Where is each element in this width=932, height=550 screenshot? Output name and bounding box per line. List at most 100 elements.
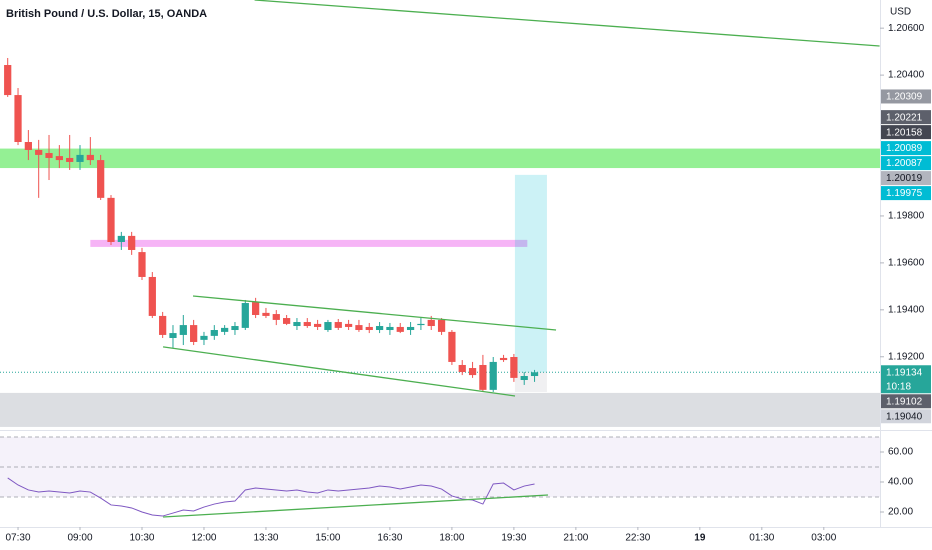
rsi-line xyxy=(7,477,535,517)
y-tick-label: 1.19600 xyxy=(888,258,925,269)
x-tick-label: 12:00 xyxy=(191,533,216,544)
candle-body xyxy=(396,326,404,332)
candle-body xyxy=(468,368,477,376)
candle-body xyxy=(138,252,146,277)
candle-body xyxy=(117,235,125,242)
candle-body xyxy=(406,326,415,331)
price-tag xyxy=(881,409,931,424)
x-tick-label: 15:00 xyxy=(315,533,340,544)
price-tag xyxy=(881,186,931,201)
candle-body xyxy=(479,364,487,390)
x-tick-label: 21:00 xyxy=(563,533,588,544)
candle-body xyxy=(24,142,32,150)
price-tag-label: 1.20309 xyxy=(886,92,923,103)
currency-label: USD xyxy=(890,7,911,18)
candle-body xyxy=(128,235,136,250)
candle-body xyxy=(200,335,208,340)
candle-body xyxy=(303,322,311,327)
x-tick-label: 16:30 xyxy=(377,533,402,544)
candle-body xyxy=(448,331,456,362)
candle-body xyxy=(344,323,353,327)
candle-body xyxy=(86,154,94,161)
candle-body xyxy=(530,372,539,377)
rsi-y-tick-label: 20.00 xyxy=(888,507,913,518)
y-tick-label: 1.19400 xyxy=(888,304,925,315)
x-tick-label: 13:30 xyxy=(253,533,278,544)
candle-body xyxy=(489,361,497,390)
price-tag-label: 1.19975 xyxy=(886,188,923,199)
candle-body xyxy=(499,357,508,361)
trend-line xyxy=(162,346,516,397)
candle-body xyxy=(45,153,53,158)
price-tag xyxy=(881,156,931,171)
candle-body xyxy=(520,376,528,381)
price-tag xyxy=(881,110,931,125)
candle-body xyxy=(148,276,156,316)
price-tag-label: 1.20158 xyxy=(886,127,923,138)
rsi-y-tick-label: 40.00 xyxy=(888,477,913,488)
x-tick-label: 09:00 xyxy=(67,533,92,544)
x-tick-label: 03:00 xyxy=(811,533,836,544)
y-tick-label: 1.19200 xyxy=(888,351,925,362)
candle-body xyxy=(231,326,239,331)
price-tag-label: 1.19102 xyxy=(886,396,923,407)
price-tag xyxy=(881,125,931,140)
y-tick-label: 1.20400 xyxy=(888,70,925,81)
candle-body xyxy=(262,312,270,316)
candle-body xyxy=(179,325,187,335)
candle-body xyxy=(324,322,332,331)
trend-line xyxy=(254,0,880,47)
price-tag xyxy=(881,89,931,104)
candle-body xyxy=(386,326,394,331)
price-tag-label: 1.20089 xyxy=(886,143,923,154)
candle-body xyxy=(4,65,12,96)
candle-body xyxy=(417,323,425,326)
y-tick-label: 1.20600 xyxy=(888,23,925,34)
x-tick-label: 19:30 xyxy=(501,533,526,544)
price-tag xyxy=(881,171,931,186)
zone-rect xyxy=(0,148,880,169)
rsi-y-tick-label: 60.00 xyxy=(888,447,913,458)
candle-body xyxy=(375,326,384,331)
candle-body xyxy=(241,303,249,328)
candle-body xyxy=(66,157,74,162)
candle-body xyxy=(510,357,518,378)
price-tag xyxy=(881,394,931,409)
zone-rect xyxy=(514,174,547,373)
candle-body xyxy=(437,319,446,332)
candle-body xyxy=(76,154,84,162)
zone-rect xyxy=(90,239,528,247)
price-tag-label: 1.20019 xyxy=(886,173,923,184)
candle-body xyxy=(293,322,301,327)
candle-body xyxy=(55,156,63,161)
candle-body xyxy=(35,149,43,155)
candle-body xyxy=(210,330,218,336)
trend-line xyxy=(192,295,557,331)
price-tag-label: 1.20221 xyxy=(886,112,923,123)
candle-body xyxy=(355,325,363,331)
y-tick-label: 1.19800 xyxy=(888,211,925,222)
plot-area xyxy=(0,0,880,427)
zone-rect xyxy=(0,392,880,427)
candle-body xyxy=(334,322,342,328)
price-tag-countdown: 10:18 xyxy=(886,381,911,392)
price-tag-label: 1.19040 xyxy=(886,411,923,422)
candle-body xyxy=(14,95,22,143)
candle-body xyxy=(190,325,198,342)
candle-body xyxy=(159,315,167,335)
candle-body xyxy=(97,160,105,198)
price-tag xyxy=(881,141,931,156)
candle-body xyxy=(458,364,466,373)
price-tag-label: 1.19134 xyxy=(886,367,923,378)
x-tick-label: 19 xyxy=(694,533,706,544)
candle-body xyxy=(107,197,115,242)
candle-body xyxy=(283,318,291,324)
x-tick-label: 01:30 xyxy=(749,533,774,544)
candle-body xyxy=(252,302,260,315)
x-tick-label: 18:00 xyxy=(439,533,464,544)
price-tag-label: 1.20087 xyxy=(886,158,923,169)
candle-body xyxy=(272,314,280,320)
